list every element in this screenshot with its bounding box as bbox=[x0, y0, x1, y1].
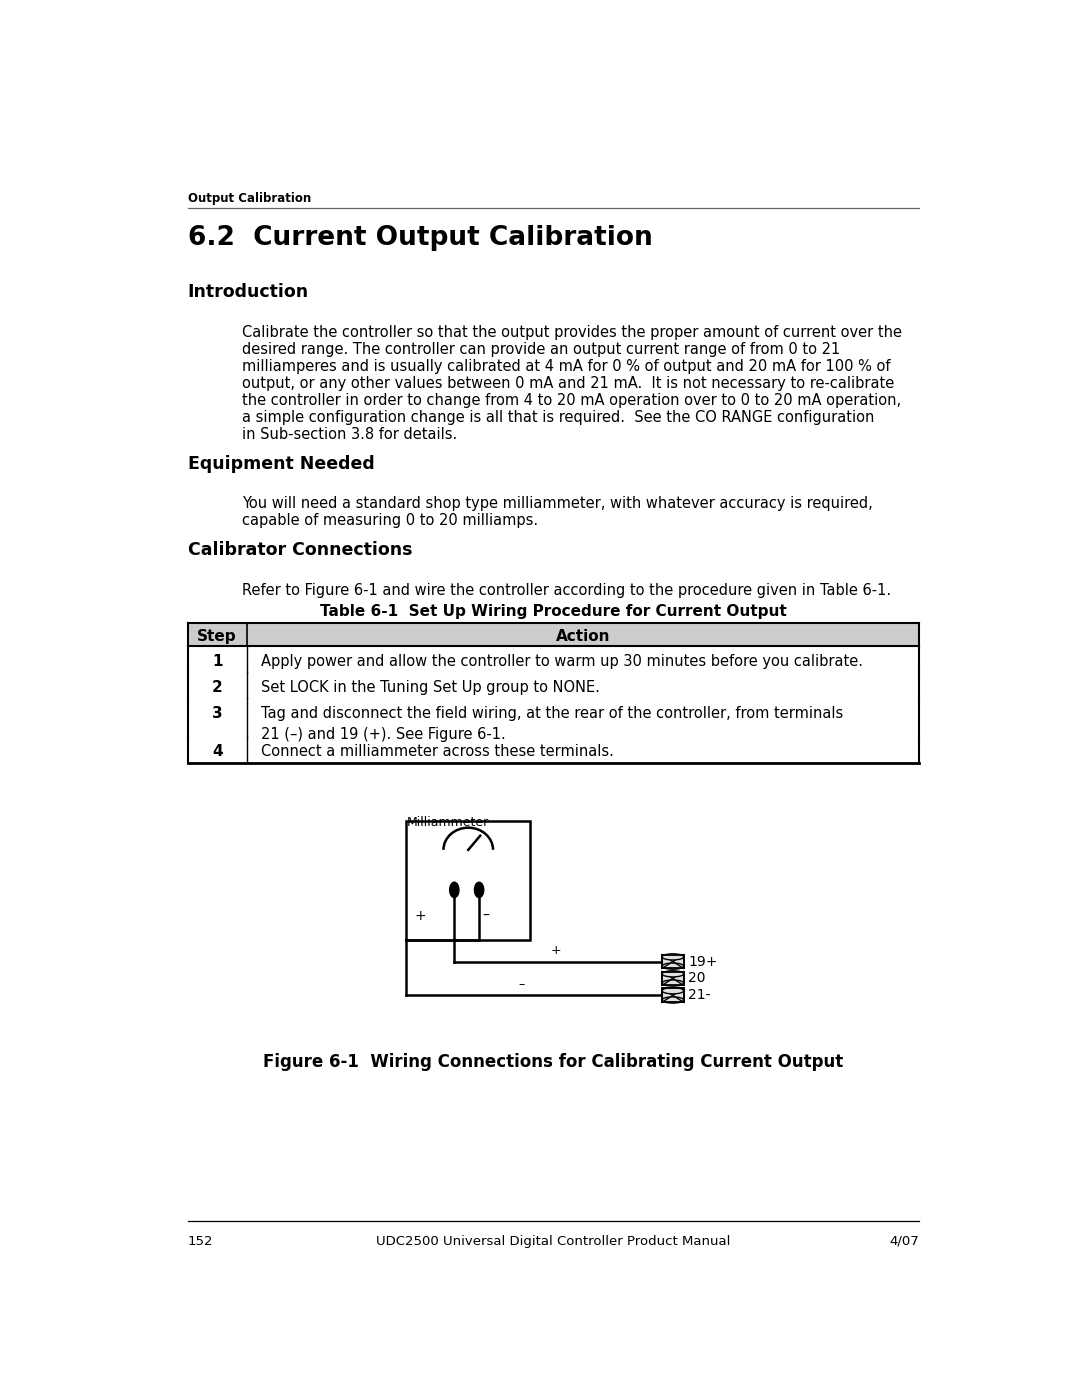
Text: 21-: 21- bbox=[688, 989, 711, 1003]
Text: You will need a standard shop type milliammeter, with whatever accuracy is requi: You will need a standard shop type milli… bbox=[242, 496, 873, 511]
Text: Table 6-1  Set Up Wiring Procedure for Current Output: Table 6-1 Set Up Wiring Procedure for Cu… bbox=[320, 605, 787, 619]
Text: 3: 3 bbox=[212, 705, 222, 721]
Text: Step: Step bbox=[198, 629, 237, 644]
Text: Equipment Needed: Equipment Needed bbox=[188, 454, 375, 472]
Text: desired range. The controller can provide an output current range of from 0 to 2: desired range. The controller can provid… bbox=[242, 342, 840, 358]
Text: a simple configuration change is all that is required.  See the CO RANGE configu: a simple configuration change is all tha… bbox=[242, 411, 875, 425]
Text: 19+: 19+ bbox=[688, 954, 718, 968]
Ellipse shape bbox=[662, 997, 684, 1003]
Text: milliamperes and is usually calibrated at 4 mA for 0 % of output and 20 mA for 1: milliamperes and is usually calibrated a… bbox=[242, 359, 890, 374]
Text: Output Calibration: Output Calibration bbox=[188, 191, 311, 204]
Ellipse shape bbox=[474, 882, 484, 898]
Text: –: – bbox=[518, 978, 525, 990]
Bar bbox=[662, 971, 684, 985]
Bar bbox=[662, 954, 684, 968]
Text: Apply power and allow the controller to warm up 30 minutes before you calibrate.: Apply power and allow the controller to … bbox=[260, 654, 863, 669]
Text: 20: 20 bbox=[688, 971, 706, 985]
Text: 4/07: 4/07 bbox=[890, 1235, 919, 1248]
Text: +: + bbox=[551, 944, 561, 957]
Text: Calibrate the controller so that the output provides the proper amount of curren: Calibrate the controller so that the out… bbox=[242, 326, 902, 341]
Bar bbox=[662, 971, 684, 985]
Bar bbox=[662, 989, 684, 1002]
Text: Connect a milliammeter across these terminals.: Connect a milliammeter across these term… bbox=[260, 745, 613, 760]
Text: Milliammeter: Milliammeter bbox=[406, 816, 488, 828]
Text: 4: 4 bbox=[212, 745, 222, 760]
Text: capable of measuring 0 to 20 milliamps.: capable of measuring 0 to 20 milliamps. bbox=[242, 513, 538, 528]
Bar bbox=[188, 623, 919, 645]
Ellipse shape bbox=[662, 954, 684, 960]
Text: UDC2500 Universal Digital Controller Product Manual: UDC2500 Universal Digital Controller Pro… bbox=[376, 1235, 731, 1248]
Ellipse shape bbox=[449, 882, 459, 898]
Ellipse shape bbox=[662, 971, 684, 977]
Text: 152: 152 bbox=[188, 1235, 213, 1248]
Text: 6.2  Current Output Calibration: 6.2 Current Output Calibration bbox=[188, 225, 652, 250]
Text: output, or any other values between 0 mA and 21 mA.  It is not necessary to re-c: output, or any other values between 0 mA… bbox=[242, 376, 894, 391]
Ellipse shape bbox=[662, 954, 684, 960]
Text: Refer to Figure 6-1 and wire the controller according to the procedure given in : Refer to Figure 6-1 and wire the control… bbox=[242, 583, 891, 598]
Text: Figure 6-1  Wiring Connections for Calibrating Current Output: Figure 6-1 Wiring Connections for Calibr… bbox=[264, 1053, 843, 1071]
Ellipse shape bbox=[662, 971, 684, 977]
Ellipse shape bbox=[662, 979, 684, 986]
Ellipse shape bbox=[662, 988, 684, 993]
Bar bbox=[406, 820, 530, 940]
Ellipse shape bbox=[662, 988, 684, 993]
Text: Set LOCK in the Tuning Set Up group to NONE.: Set LOCK in the Tuning Set Up group to N… bbox=[260, 680, 599, 694]
Text: 1: 1 bbox=[212, 654, 222, 669]
Text: in Sub-section 3.8 for details.: in Sub-section 3.8 for details. bbox=[242, 427, 457, 441]
Ellipse shape bbox=[662, 963, 684, 970]
Bar bbox=[662, 954, 684, 968]
Text: Calibrator Connections: Calibrator Connections bbox=[188, 541, 413, 559]
Text: –: – bbox=[482, 909, 489, 923]
Text: Introduction: Introduction bbox=[188, 284, 309, 300]
Text: 2: 2 bbox=[212, 680, 222, 694]
Text: Action: Action bbox=[556, 629, 610, 644]
Text: the controller in order to change from 4 to 20 mA operation over to 0 to 20 mA o: the controller in order to change from 4… bbox=[242, 393, 901, 408]
Text: +: + bbox=[414, 909, 426, 923]
Bar bbox=[662, 989, 684, 1002]
Text: Tag and disconnect the field wiring, at the rear of the controller, from termina: Tag and disconnect the field wiring, at … bbox=[260, 705, 842, 742]
